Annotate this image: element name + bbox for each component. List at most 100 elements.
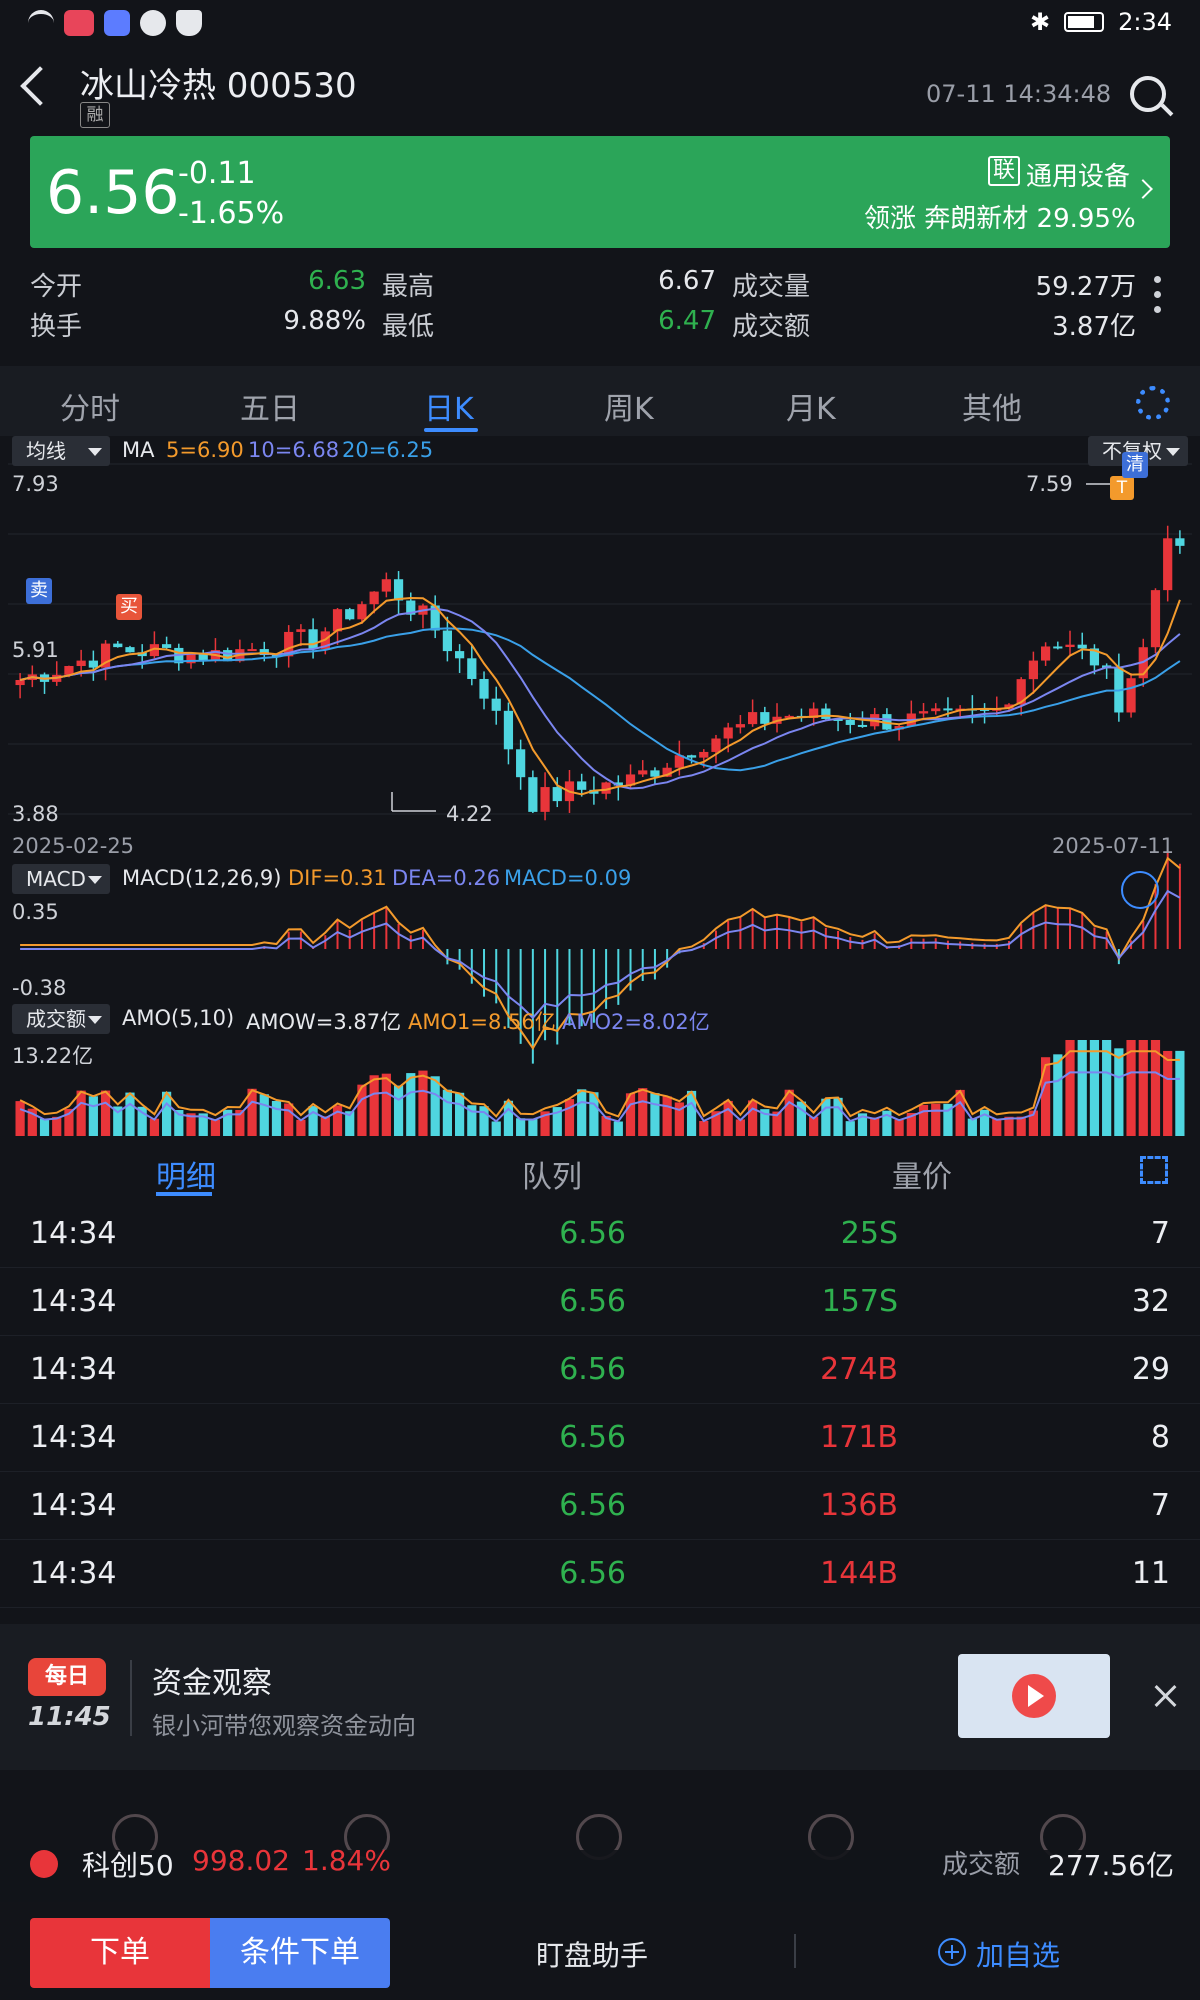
tab-volume-price[interactable]: 量价 <box>892 1160 952 1195</box>
volume-bar <box>1175 1050 1185 1136</box>
volume-bar <box>662 1096 672 1136</box>
volume-bar <box>711 1111 721 1136</box>
index-pct: 1.84% <box>302 1844 391 1877</box>
volume-bar <box>723 1100 733 1136</box>
volume-bar <box>381 1073 391 1136</box>
trade-volume: 171B <box>820 1420 898 1455</box>
footer-divider <box>794 1934 796 1968</box>
volume-bar <box>345 1111 355 1136</box>
candle-body <box>601 782 611 794</box>
candle-body <box>162 644 172 648</box>
add-watchlist-button[interactable]: 加自选 <box>976 1939 1061 1972</box>
candle-body <box>748 712 758 725</box>
low-label: 最低 <box>382 312 435 342</box>
sector-name[interactable]: 通用设备 <box>1026 162 1131 192</box>
candle-body <box>638 770 648 775</box>
trade-price: 6.56 <box>559 1284 626 1319</box>
volume-bar <box>748 1100 758 1136</box>
wifi-icon <box>28 10 54 36</box>
candle-body <box>1028 660 1038 680</box>
tab-daily-k[interactable]: 日K <box>424 392 474 427</box>
volume-bar <box>821 1098 831 1136</box>
buy-marker[interactable]: 买 <box>116 594 142 620</box>
volume-bar <box>870 1117 880 1136</box>
end-date: 2025-07-11 <box>1052 834 1175 858</box>
volume-bar <box>296 1119 306 1136</box>
gear-icon[interactable] <box>1136 386 1170 420</box>
macd-selector[interactable]: MACD <box>12 864 110 894</box>
search-icon-handle <box>1160 103 1174 117</box>
volume-bar <box>27 1108 37 1136</box>
more-icon[interactable] <box>1154 276 1162 321</box>
candle-body <box>809 708 819 718</box>
macd-value: MACD=0.09 <box>504 866 632 890</box>
volume-bar <box>442 1089 452 1136</box>
volume-bar <box>479 1106 489 1136</box>
candle-body <box>650 770 660 777</box>
order-button[interactable]: 下单 <box>30 1918 210 1988</box>
tab-detail[interactable]: 明细 <box>156 1160 216 1195</box>
close-icon[interactable] <box>1152 1682 1180 1710</box>
trade-volume: 274B <box>820 1352 898 1387</box>
candle-body <box>308 629 318 649</box>
kline-chart[interactable] <box>0 434 1200 1142</box>
volume-selector[interactable]: 成交额 <box>12 1004 110 1034</box>
promo-subtitle: 银小河带您观察资金动向 <box>152 1712 416 1740</box>
price-banner[interactable] <box>30 136 1170 248</box>
volume-bar <box>943 1103 953 1136</box>
expand-icon[interactable] <box>1140 1156 1168 1184</box>
sell-marker[interactable]: 卖 <box>26 578 52 604</box>
t-marker[interactable]: T <box>1110 476 1134 500</box>
tab-monthly-k[interactable]: 月K <box>786 392 836 427</box>
back-icon[interactable] <box>20 66 60 106</box>
tab-intraday[interactable]: 分时 <box>60 392 120 427</box>
tab-five-day[interactable]: 五日 <box>240 392 300 427</box>
volume-bar <box>76 1090 86 1136</box>
tab-other[interactable]: 其他 <box>962 392 1022 427</box>
volume-bar <box>52 1116 62 1136</box>
candle-body <box>613 782 623 786</box>
ma-selector[interactable]: 均线 <box>12 436 110 466</box>
volume-bar <box>882 1110 892 1136</box>
conditional-order-button[interactable]: 条件下单 <box>210 1918 390 1988</box>
volume-bar <box>223 1109 233 1136</box>
monitor-assistant-button[interactable]: 盯盘助手 <box>536 1939 649 1972</box>
candle-body <box>894 726 904 730</box>
ma20-value: 20=6.25 <box>342 438 434 462</box>
candle-body <box>1041 646 1051 661</box>
volume-bar <box>552 1107 562 1136</box>
index-ticker[interactable] <box>0 1850 1200 1902</box>
volume-bar <box>15 1101 25 1136</box>
trade-time: 14:34 <box>30 1556 117 1591</box>
volume-bar <box>162 1091 172 1136</box>
play-icon <box>1012 1674 1056 1718</box>
volume-bar <box>369 1075 379 1136</box>
volume-bar <box>1028 1110 1038 1136</box>
volume-value: 59.27万 <box>1035 272 1136 302</box>
volume-bar <box>125 1092 135 1136</box>
candle-body <box>845 719 855 725</box>
volume-bar <box>320 1116 330 1136</box>
volume-bar <box>198 1113 208 1136</box>
tab-weekly-k[interactable]: 周K <box>604 392 654 427</box>
promo-video-thumbnail[interactable] <box>958 1654 1110 1738</box>
candle-body <box>479 678 489 699</box>
candle-body <box>1065 644 1075 648</box>
shield-icon <box>176 10 202 36</box>
candle-body <box>284 631 294 657</box>
search-icon[interactable] <box>1130 76 1166 112</box>
trade-time: 14:34 <box>30 1216 117 1251</box>
open-label: 今开 <box>30 272 83 302</box>
candle-body <box>625 774 636 786</box>
clear-marker[interactable]: 清 <box>1122 452 1148 478</box>
volume-bar <box>1004 1116 1014 1136</box>
high-value: 6.67 <box>658 266 716 296</box>
status-bar: ✱ 2:34 <box>0 0 1200 48</box>
volume-bar <box>247 1088 257 1136</box>
max-price-label: 7.59 <box>1026 472 1073 496</box>
promo-time: 11:45 <box>28 1702 111 1732</box>
price-change-pct: -1.65% <box>178 196 285 231</box>
index-amount: 277.56亿 <box>1048 1849 1174 1882</box>
tab-queue[interactable]: 队列 <box>522 1160 582 1195</box>
candle-body <box>357 604 367 620</box>
